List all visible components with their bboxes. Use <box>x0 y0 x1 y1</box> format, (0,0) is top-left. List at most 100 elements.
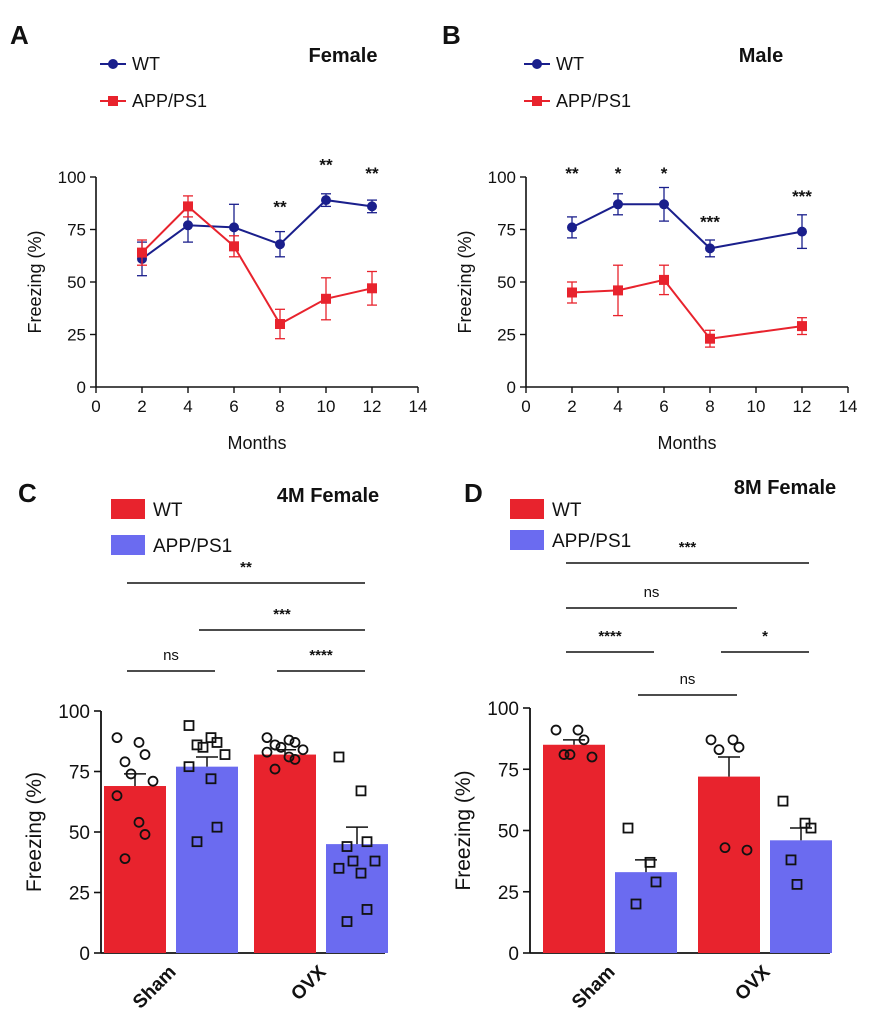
individual-point <box>805 822 817 834</box>
y-axis-label: Freezing (%) <box>452 770 475 890</box>
y-tick-label: 75 <box>497 221 516 240</box>
individual-point <box>727 734 739 746</box>
data-point <box>797 321 807 332</box>
individual-point <box>733 741 745 753</box>
significance-label: * <box>615 164 622 183</box>
individual-point <box>361 836 373 848</box>
x-tick-label: 12 <box>363 397 382 416</box>
data-point <box>137 247 147 258</box>
series-line <box>141 205 373 326</box>
individual-point <box>211 737 223 748</box>
significance-label: ** <box>565 164 579 183</box>
x-tick-label: 10 <box>317 397 336 416</box>
individual-point <box>361 904 373 915</box>
panel-c-bar-chart: 0 25 50 75 100 Freezing (%) Sham OVX 4M Female WT… <box>23 485 388 1013</box>
individual-point <box>211 821 223 833</box>
y-tick-label: 25 <box>69 884 90 905</box>
x-tick-label: 14 <box>839 397 858 416</box>
panel-a-line-chart: 0 2 4 6 8 10 12 14 0 25 50 75 100 Months Freezing (%) F… <box>25 45 427 453</box>
individual-point <box>333 751 345 763</box>
individual-point <box>355 785 367 797</box>
y-axis-label: Freezing (%) <box>25 230 45 333</box>
significance-label: *** <box>700 212 720 231</box>
bar <box>176 766 238 953</box>
y-tick-label: 25 <box>498 883 519 904</box>
individual-point <box>133 816 145 828</box>
significance-label: ** <box>365 164 379 183</box>
panel-d-bar-chart: 0 25 50 75 100 Freezing (%) Sham OVX 8M Female WT… <box>452 477 836 1013</box>
individual-point <box>741 844 753 856</box>
individual-point <box>289 737 301 748</box>
individual-point <box>572 724 584 736</box>
category-label: OVX <box>287 961 330 1004</box>
y-tick-label: 50 <box>497 273 516 292</box>
panel-label-a: A <box>10 20 29 50</box>
individual-point <box>133 737 145 748</box>
individual-point <box>191 739 203 751</box>
x-axis-label: Months <box>657 433 716 453</box>
legend-swatch <box>111 535 145 555</box>
individual-point <box>705 734 717 746</box>
panel-label-c: C <box>18 478 37 508</box>
panel-label-b: B <box>442 20 461 50</box>
y-tick-label: 100 <box>488 168 516 187</box>
x-tick-label: 8 <box>705 397 714 416</box>
y-tick-label: 25 <box>497 326 516 345</box>
x-tick-label: 14 <box>409 397 428 416</box>
series-line <box>571 278 803 340</box>
y-tick-label: 50 <box>67 273 86 292</box>
data-point <box>659 199 669 210</box>
legend-swatch <box>510 499 544 519</box>
individual-point <box>183 761 195 773</box>
individual-point <box>586 751 598 763</box>
data-point <box>705 333 715 344</box>
individual-point <box>269 763 281 775</box>
category-label: Sham <box>129 962 180 1013</box>
y-tick-label: 100 <box>58 702 90 723</box>
y-tick-label: 0 <box>77 378 86 397</box>
individual-point <box>333 862 345 874</box>
individual-point <box>125 768 137 780</box>
individual-point <box>777 795 789 807</box>
y-tick-label: 50 <box>498 822 519 843</box>
legend-label: APP/PS1 <box>552 531 631 552</box>
individual-point <box>341 841 353 852</box>
x-tick-label: 2 <box>567 397 576 416</box>
individual-point <box>630 898 642 910</box>
individual-point <box>297 744 309 756</box>
series-line <box>571 203 803 250</box>
legend-label: APP/PS1 <box>556 91 631 111</box>
y-tick-label: 50 <box>69 823 90 844</box>
legend-label: WT <box>153 500 183 521</box>
data-point <box>183 201 193 212</box>
y-tick-label: 0 <box>79 944 90 965</box>
x-tick-label: 10 <box>747 397 766 416</box>
y-tick-label: 75 <box>67 221 86 240</box>
chart-title: 4M Female <box>277 485 379 507</box>
panel-b-line-chart: 0 2 4 6 8 10 12 14 0 25 50 75 100 Months Freezing (%) M… <box>455 45 857 453</box>
bar <box>770 840 832 953</box>
individual-point <box>791 879 803 890</box>
x-tick-label: 0 <box>521 397 530 416</box>
chart-title: 8M Female <box>734 477 836 499</box>
data-point <box>705 243 715 254</box>
y-tick-label: 25 <box>67 326 86 345</box>
bar <box>615 872 677 953</box>
panel-label-d: D <box>464 478 483 508</box>
y-tick-label: 75 <box>498 760 519 781</box>
significance-label: * <box>661 164 668 183</box>
legend-marker <box>532 96 542 106</box>
individual-point <box>205 773 217 785</box>
data-point <box>613 285 623 296</box>
individual-point <box>564 749 576 760</box>
x-axis-label: Months <box>227 433 286 453</box>
data-point <box>797 226 807 237</box>
y-tick-label: 100 <box>487 699 519 720</box>
significance-label: **** <box>309 647 333 664</box>
bar <box>104 786 166 953</box>
category-label: Sham <box>568 962 619 1013</box>
legend-swatch <box>111 499 145 519</box>
individual-point <box>111 790 123 802</box>
data-point <box>321 195 331 206</box>
